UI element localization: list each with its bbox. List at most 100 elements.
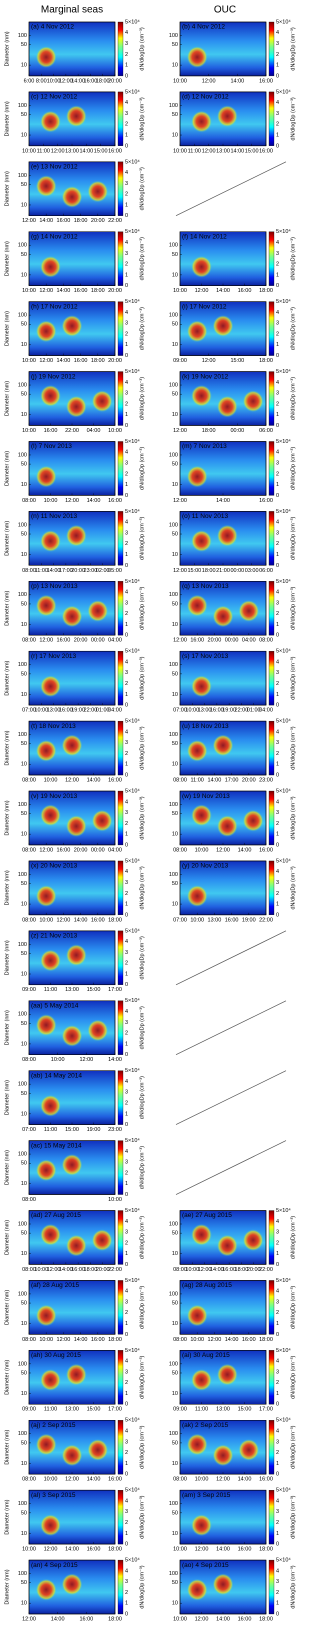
- colorbar-tick-label: 2: [276, 1240, 279, 1246]
- colorbar-label: dN/dlogDp (cm⁻³): [139, 1076, 145, 1119]
- x-tick-label: 07:00: [22, 708, 36, 714]
- x-tick-label: 08:00: [173, 1267, 187, 1273]
- heatmap-blob: [186, 1304, 208, 1327]
- y-tick-label: 100: [169, 1361, 178, 1367]
- colorbar-tick-label: 3: [276, 460, 279, 466]
- colorbar-tick-label: 1: [125, 762, 128, 768]
- colorbar-tick-label: 4: [276, 380, 279, 386]
- x-tick-label: 15:00: [230, 358, 244, 364]
- colorbar-tick-label: 4: [125, 799, 128, 805]
- colorbar-tick-label: 0: [125, 1332, 128, 1338]
- y-tick-label: 10: [172, 132, 178, 138]
- x-tick-label: 16:00: [59, 708, 73, 714]
- colorbar-tick-label: 0: [125, 703, 128, 709]
- heatmap-blob: [40, 1094, 61, 1117]
- plot-frame: [28, 1489, 116, 1545]
- colorbar-label: dN/dlogDp (cm⁻³): [139, 1495, 145, 1538]
- x-tick-label: 15:00: [238, 1407, 252, 1413]
- y-tick-label: 10: [172, 552, 178, 558]
- y-tick-label: 10: [21, 1531, 27, 1537]
- heatmap-blob: [40, 949, 61, 972]
- y-axis-label: Diameter (nm): [4, 1150, 10, 1185]
- heatmap-blob: [35, 594, 57, 617]
- y-tick-label: 50: [21, 811, 27, 817]
- colorbar-label: dN/dlogDp (cm⁻³): [290, 447, 296, 490]
- colorbar: [268, 720, 275, 776]
- x-tick-label: 18:00: [202, 428, 216, 434]
- colorbar-tick-label: 2: [276, 401, 279, 407]
- plot-frame: [28, 581, 116, 636]
- heatmap-blob: [35, 1014, 57, 1036]
- x-tick-label: 10:00: [39, 917, 53, 923]
- x-tick-label: 18:00: [259, 1337, 273, 1343]
- colorbar-tick-label: 5×10⁴: [125, 787, 140, 794]
- colorbar: [268, 371, 275, 426]
- colorbar-tick-label: 1: [276, 482, 279, 488]
- x-tick-label: 16:00: [74, 358, 88, 364]
- x-tick-label: 18:00: [108, 1547, 122, 1553]
- panel-label: (b) 4 Nov 2012: [182, 24, 225, 31]
- x-tick-label: 08:00: [22, 1477, 36, 1483]
- x-tick-label: 12:00: [57, 917, 71, 923]
- colorbar-tick-label: 3: [276, 1439, 279, 1445]
- colorbar-tick-label: 3: [125, 1579, 128, 1585]
- x-tick-label: 14:00: [108, 1057, 122, 1063]
- x-tick-label: 16:00: [238, 288, 252, 294]
- panel-label: (m) 7 Nov 2013: [182, 443, 227, 450]
- y-tick-label: 50: [172, 601, 178, 607]
- colorbar: [268, 790, 275, 846]
- heatmap: [179, 1489, 267, 1545]
- heatmap-blob: [65, 524, 87, 547]
- x-tick-label: 04:00: [108, 638, 122, 644]
- colorbar-tick-label: 5×10⁴: [276, 578, 291, 585]
- y-tick-label: 10: [172, 902, 178, 908]
- x-tick-label: 14:00: [59, 1267, 73, 1273]
- colorbar-label: dN/dlogDp (cm⁻³): [139, 97, 145, 140]
- x-tick-label: 00:00: [225, 638, 239, 644]
- colorbar-tick-label: 3: [125, 1369, 128, 1375]
- colorbar-tick-label: 2: [276, 821, 279, 827]
- colorbar-tick-label: 5×10⁴: [276, 1347, 291, 1354]
- y-axis-label: Diameter (nm): [4, 171, 10, 206]
- x-tick-label: 10:00: [173, 148, 187, 154]
- x-tick-label: 10:00: [44, 1477, 58, 1483]
- heatmap-blob: [216, 395, 238, 418]
- heatmap-blob: [212, 734, 234, 757]
- colorbar-tick-label: 5×10⁴: [125, 648, 140, 655]
- colorbar-tick-label: 4: [125, 30, 128, 36]
- y-tick-label: 50: [21, 1301, 27, 1307]
- heatmap-blob: [238, 1439, 260, 1461]
- colorbar-tick-label: 3: [125, 1020, 128, 1026]
- colorbar-tick-label: 4: [276, 799, 279, 805]
- y-tick-label: 10: [172, 1461, 178, 1467]
- colorbar-label: dN/dlogDp (cm⁻³): [139, 307, 145, 350]
- y-tick-label: 50: [172, 42, 178, 48]
- x-tick-label: 10:00: [173, 288, 187, 294]
- x-tick-label: 12:00: [198, 1267, 212, 1273]
- colorbar-tick-label: 1: [276, 552, 279, 558]
- colorbar-tick-label: 1: [276, 762, 279, 768]
- x-tick-label: 12:00: [44, 1547, 58, 1553]
- colorbar-label: dN/dlogDp (cm⁻³): [290, 796, 296, 839]
- x-tick-label: 07:00: [22, 1127, 36, 1133]
- y-tick-label: 100: [169, 1431, 178, 1437]
- heatmap-blob: [65, 944, 87, 966]
- x-tick-label: 20:00: [71, 568, 85, 574]
- x-tick-label: 22:00: [235, 708, 249, 714]
- panel-label: (an) 4 Sep 2015: [31, 1562, 78, 1569]
- x-tick-label: 18:00: [96, 78, 110, 84]
- heatmap-blob: [191, 385, 212, 407]
- y-tick-label: 100: [18, 1431, 27, 1437]
- x-tick-label: 20:00: [108, 288, 122, 294]
- colorbar-tick-label: 4: [276, 1359, 279, 1365]
- colorbar-tick-label: 0: [276, 423, 279, 429]
- colorbar-tick-label: 1: [276, 902, 279, 908]
- colorbar-tick-label: 1: [125, 342, 128, 348]
- colorbar-tick-label: 1: [125, 412, 128, 418]
- y-tick-label: 50: [172, 322, 178, 328]
- colorbar: [117, 371, 124, 426]
- colorbar-tick-label: 5×10⁴: [276, 1417, 291, 1424]
- x-tick-label: 12:00: [39, 847, 53, 853]
- x-tick-label: 08:00: [22, 847, 36, 853]
- colorbar-tick-label: 4: [125, 520, 128, 526]
